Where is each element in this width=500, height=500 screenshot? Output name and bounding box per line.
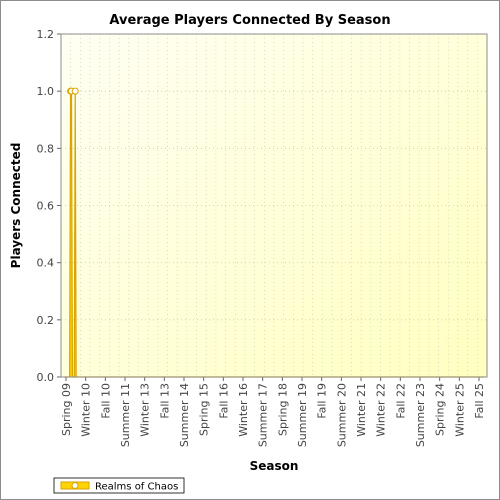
y-axis-label: Players Connected xyxy=(9,143,23,269)
legend-marker xyxy=(71,482,79,489)
x-tick-label: Summer 17 xyxy=(257,383,270,447)
x-tick-label: Winter 25 xyxy=(453,383,466,437)
y-tick-label: 1.2 xyxy=(37,28,55,41)
x-tick-label: Spring 09 xyxy=(60,383,73,436)
x-tick-label: Fall 10 xyxy=(99,383,112,419)
x-tick-label: Fall 13 xyxy=(158,383,171,419)
x-tick-label: Fall 19 xyxy=(316,383,329,419)
y-tick-label: 0.4 xyxy=(37,257,55,270)
legend-label: Realms of Chaos xyxy=(95,482,178,493)
x-tick-label: Summer 20 xyxy=(335,383,348,447)
x-tick-label: Winter 10 xyxy=(80,383,93,437)
x-tick-label: Winter 22 xyxy=(375,383,388,437)
x-axis: Spring 09 Winter 10 Fall 10 Summer 11 Winter… xyxy=(60,377,486,447)
y-tick-label: 0.6 xyxy=(37,200,55,213)
x-tick-label: Winter 16 xyxy=(237,383,250,437)
x-tick-label: Summer 19 xyxy=(296,383,309,447)
x-tick-label: Spring 15 xyxy=(198,383,211,436)
data-point xyxy=(71,87,79,95)
legend: Realms of Chaos xyxy=(53,477,185,494)
x-axis-label: Season xyxy=(250,459,299,473)
x-tick-label: Summer 14 xyxy=(178,383,191,447)
x-tick-label: Winter 21 xyxy=(355,383,368,437)
x-tick-label: Fall 25 xyxy=(473,383,486,419)
x-tick-label: Spring 18 xyxy=(276,383,289,436)
chart-title: Average Players Connected By Season xyxy=(109,13,390,28)
x-tick-label: Fall 22 xyxy=(394,383,407,419)
y-tick-label: 0.8 xyxy=(37,142,55,155)
x-tick-label: Fall 16 xyxy=(217,383,230,419)
x-tick-label: Summer 11 xyxy=(119,383,132,447)
y-axis: 0.0 0.2 0.4 0.6 0.8 1.0 1.2 xyxy=(37,28,61,384)
y-tick-label: 1.0 xyxy=(37,85,55,98)
x-tick-label: Winter 13 xyxy=(139,383,152,437)
y-tick-label: 0.0 xyxy=(37,371,55,384)
plot-border xyxy=(60,33,488,378)
y-tick-label: 0.2 xyxy=(37,314,55,327)
x-tick-label: Summer 23 xyxy=(414,383,427,447)
x-tick-label: Spring 24 xyxy=(434,383,447,436)
